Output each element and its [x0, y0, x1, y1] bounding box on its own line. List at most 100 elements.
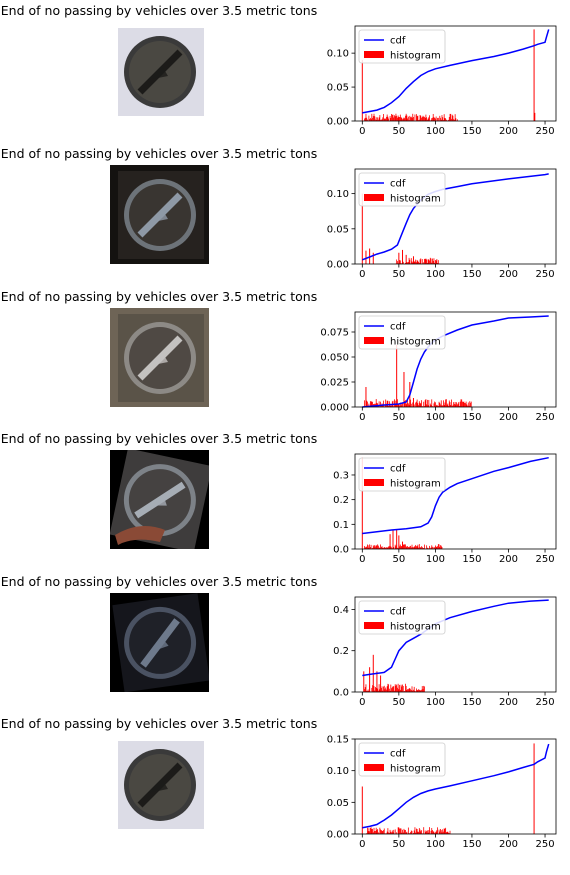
histogram-bar: [434, 401, 436, 407]
x-tick-label: 150: [462, 839, 481, 849]
y-tick-label: 0.05: [327, 798, 349, 809]
histogram-bar: [401, 546, 403, 549]
histogram-bar: [462, 401, 464, 407]
histogram-bar: [431, 399, 433, 407]
histogram-bar: [443, 404, 445, 407]
histogram-bar: [397, 115, 399, 121]
histogram-bar: [447, 403, 449, 407]
histogram-bar: [444, 402, 446, 407]
y-tick-label: 0.4: [333, 605, 349, 616]
histogram-bar: [433, 546, 435, 549]
histogram-bar: [383, 547, 384, 549]
histogram-bar: [369, 117, 371, 121]
histogram-bar: [451, 118, 452, 121]
x-tick-label: 0: [359, 269, 365, 279]
histogram-bar: [364, 117, 366, 121]
histogram-bar: [430, 547, 432, 549]
histogram-bar: [404, 690, 406, 692]
histogram-bar: [423, 685, 425, 692]
histogram-bar: [415, 262, 417, 264]
histogram-peak-bar: [396, 529, 398, 549]
histogram-bar: [389, 115, 391, 121]
chart-title: End of no passing by vehicles over 3.5 m…: [0, 716, 318, 731]
histogram-bar: [402, 684, 403, 692]
histogram-bar: [389, 403, 391, 407]
histogram-bar: [392, 114, 394, 121]
histogram-bar: [370, 827, 372, 834]
histogram-bar: [367, 544, 368, 549]
histogram-bar: [403, 117, 405, 121]
histogram-bar: [368, 547, 370, 549]
y-tick-label: 0.10: [327, 766, 349, 777]
histogram-bar: [419, 547, 421, 549]
legend-histogram-swatch: [364, 51, 384, 58]
histogram-peak-bar: [380, 675, 382, 692]
histogram-bar: [364, 546, 365, 549]
histogram-bar: [440, 545, 441, 549]
histogram-bar: [405, 683, 406, 692]
histogram-peak-bar: [392, 530, 394, 549]
histogram-bar: [468, 405, 470, 407]
sign-image: [110, 593, 209, 692]
histogram-bar: [388, 688, 390, 692]
legend-histogram-swatch: [364, 622, 384, 629]
histogram-bar: [382, 690, 384, 692]
histogram-bar: [418, 261, 419, 264]
histogram-bar: [365, 546, 367, 549]
histogram-bar: [432, 113, 434, 121]
histogram-bar: [364, 547, 366, 549]
histogram-bar: [426, 399, 428, 407]
histogram-bar: [366, 690, 368, 692]
plot-svg: 0 50 100 150 200 250 0.000 0.025 0.050 0.075 cdf hi…: [320, 311, 557, 423]
legend: cdf histogram: [358, 742, 446, 777]
x-tick-label: 150: [462, 126, 481, 136]
histogram-bar: [439, 402, 441, 407]
histogram-bar: [368, 403, 370, 407]
histogram-bar: [385, 547, 387, 549]
histogram-peak-bar: [361, 59, 363, 121]
histogram-bar: [424, 686, 425, 692]
histogram-bar: [411, 261, 413, 264]
histogram-bar: [367, 690, 368, 692]
histogram-bar: [385, 399, 387, 407]
histogram-bar: [432, 406, 433, 407]
histogram-peak-bar: [534, 112, 536, 121]
histogram-plot: 0 50 100 150 200 250 0.00 0.05 0.10 cdf histogram: [300, 4, 570, 140]
histogram-bar: [379, 827, 381, 834]
histogram-bar: [384, 404, 386, 407]
histogram-bar: [365, 684, 367, 692]
histogram-bar: [448, 119, 449, 121]
histogram-bar: [410, 547, 412, 549]
histogram-bar: [383, 547, 385, 549]
chart-row: End of no passing by vehicles over 3.5 m…: [0, 4, 570, 146]
histogram-bar: [422, 115, 424, 121]
histogram-bar: [431, 118, 433, 121]
histogram-bar: [462, 401, 463, 407]
histogram-bar: [418, 689, 420, 692]
histogram-bar: [405, 115, 406, 121]
x-tick-label: 50: [392, 126, 405, 136]
y-tick-label: 0.05: [327, 83, 349, 94]
histogram-bar: [399, 114, 401, 121]
x-tick-label: 250: [535, 697, 554, 707]
histogram-bar: [417, 115, 419, 121]
histogram-bar: [438, 829, 440, 834]
histogram-bar: [421, 689, 422, 692]
histogram-bar: [443, 828, 445, 834]
histogram-bar: [394, 116, 396, 121]
histogram-bar: [419, 115, 421, 121]
sign-thumbnail: [110, 450, 209, 549]
histogram-bar: [388, 546, 390, 549]
histogram-bar: [383, 685, 385, 692]
histogram-bar: [386, 400, 388, 407]
histogram-bar: [415, 402, 417, 407]
histogram-bar: [399, 828, 401, 834]
histogram-bar: [418, 831, 419, 834]
histogram-bar: [379, 548, 381, 549]
histogram-bar: [466, 404, 468, 407]
legend-histogram-swatch: [364, 337, 384, 344]
histogram-bar: [429, 260, 430, 264]
histogram-bar: [391, 113, 392, 121]
histogram-bar: [377, 544, 379, 549]
histogram-bar: [407, 689, 409, 692]
